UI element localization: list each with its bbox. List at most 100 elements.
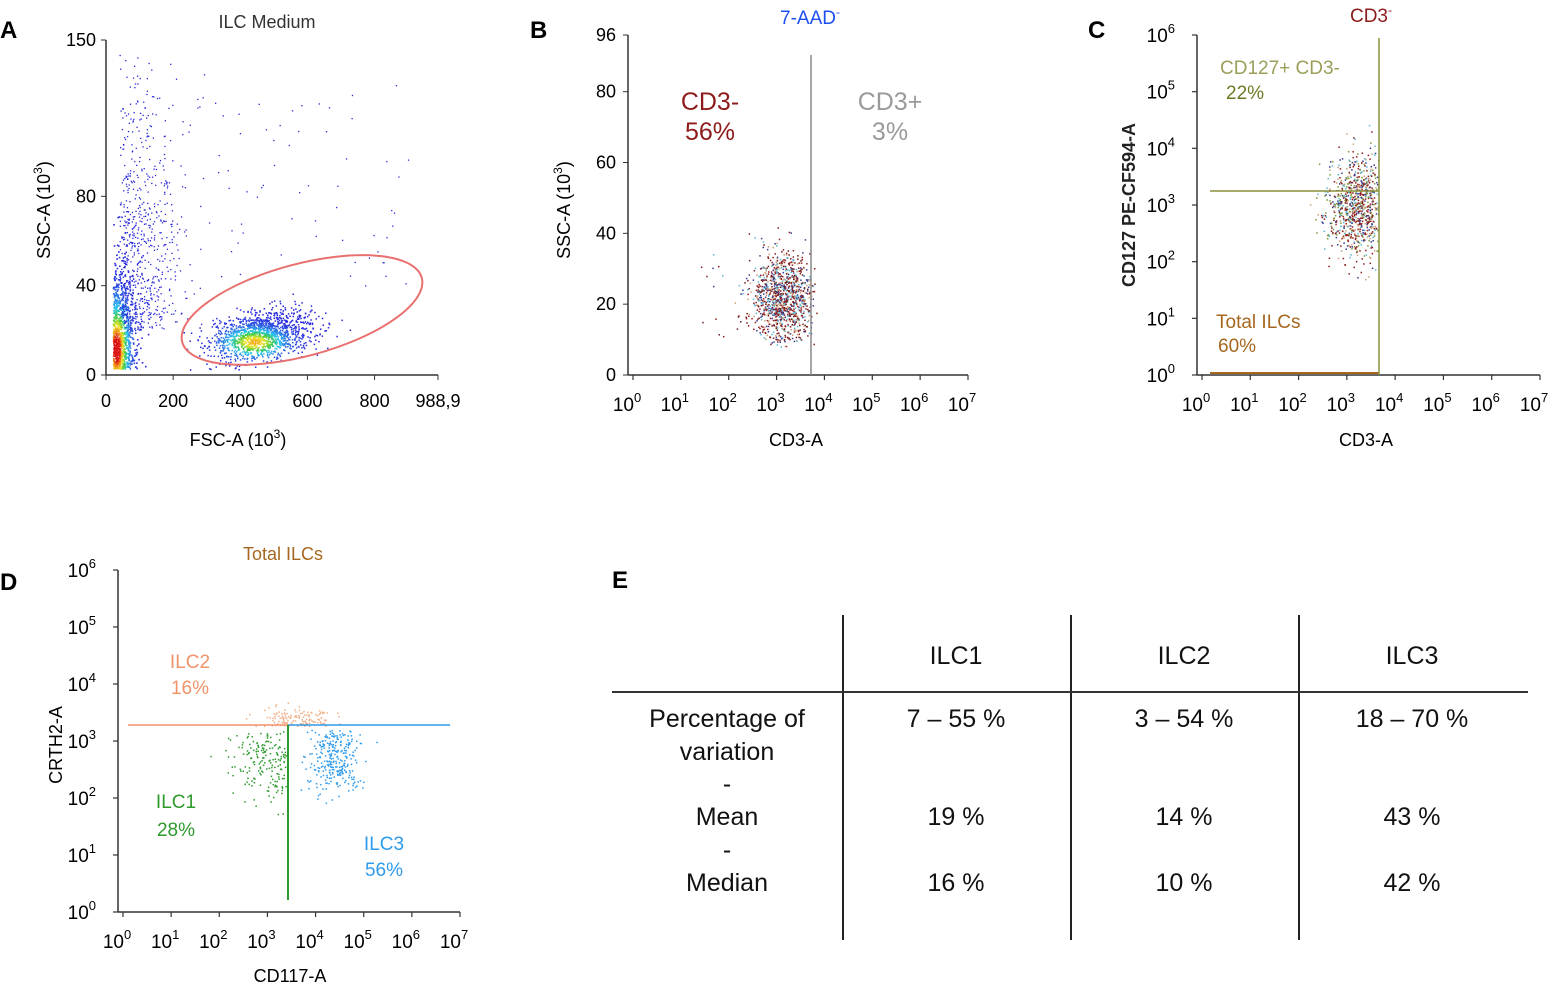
panel-a-event	[128, 282, 130, 284]
panel-a-event	[133, 227, 135, 229]
panel-a-event	[200, 248, 202, 251]
panel-a-event	[151, 326, 153, 328]
panel-b-event	[801, 301, 803, 304]
panel-a-event	[120, 326, 123, 328]
panel-c-event	[1355, 216, 1357, 219]
panel-a-event	[152, 113, 154, 115]
panel-a-event	[124, 265, 126, 268]
panel-b-event	[796, 319, 798, 321]
panel-a-event	[141, 170, 143, 172]
panel-c-event	[1367, 175, 1370, 178]
panel-a-event	[281, 343, 284, 345]
panel-c-event	[1348, 232, 1351, 235]
panel-b-event	[795, 336, 798, 339]
panel-c-event	[1365, 193, 1367, 196]
panel-a-event	[160, 278, 163, 280]
panel-a-event	[117, 336, 119, 338]
panel-c-event	[1352, 212, 1354, 215]
panel-a-event	[240, 354, 243, 356]
panel-a-event	[200, 330, 203, 332]
panel-b-event	[813, 290, 816, 293]
panel-a-event	[214, 102, 217, 104]
panel-a-event	[269, 345, 271, 348]
panel-a-event	[134, 215, 136, 218]
panel-a-event	[253, 331, 256, 334]
panel-a-event	[218, 332, 220, 334]
panel-a-event	[279, 302, 282, 305]
panel-b-event	[780, 292, 782, 295]
panel-a-event	[122, 148, 124, 150]
panel-a-event	[215, 341, 218, 344]
panel-b-event	[793, 327, 796, 330]
panel-a-event	[261, 346, 264, 348]
panel-b-event	[767, 295, 770, 298]
panel-c-event	[1362, 233, 1364, 236]
panel-a-event	[125, 362, 128, 364]
panel-a-event	[114, 321, 117, 324]
panel-c-event	[1340, 225, 1342, 228]
panel-a-event	[245, 324, 248, 326]
panel-a-event	[118, 354, 120, 357]
panel-c-event	[1373, 250, 1376, 252]
panel-a-event	[315, 334, 317, 337]
panel-c-event	[1356, 240, 1358, 242]
panel-b-event	[808, 310, 811, 312]
panel-a-event	[141, 203, 143, 205]
panel-a-event	[214, 334, 216, 337]
panel-b-event	[789, 291, 792, 293]
panel-a-event	[121, 352, 123, 355]
panel-b-event	[774, 253, 776, 255]
panel-c-event	[1369, 203, 1372, 205]
panel-a-event	[211, 337, 214, 340]
panel-b-event	[781, 298, 783, 300]
panel-a-event	[147, 287, 149, 289]
panel-c-event	[1346, 133, 1348, 135]
panel-a-event	[121, 309, 123, 311]
panel-b-event	[757, 304, 759, 307]
panel-b-event	[781, 292, 784, 294]
panel-a-event	[260, 325, 263, 327]
panel-c-event	[1363, 170, 1365, 172]
panel-a-event	[260, 326, 263, 328]
panel-c-event	[1366, 210, 1368, 212]
panel-a-event	[249, 348, 251, 350]
panel-a-event	[115, 321, 118, 324]
panel-b-event	[791, 292, 794, 295]
panel-a-event	[214, 322, 216, 325]
panel-a-event	[218, 342, 220, 344]
panel-c-event	[1362, 209, 1364, 211]
panel-b-event	[791, 309, 794, 312]
panel-c-event	[1374, 145, 1376, 148]
panel-a-event	[271, 322, 273, 325]
panel-a-event	[258, 354, 260, 357]
panel-a-event	[299, 315, 302, 317]
panel-a-event	[129, 317, 131, 319]
panel-a-event	[277, 345, 280, 348]
panel-a-event	[131, 182, 133, 184]
panel-a-event	[127, 334, 130, 337]
panel-a-event	[284, 345, 287, 348]
panel-a-event	[127, 299, 129, 301]
panel-a-event	[242, 328, 245, 331]
panel-c-event	[1360, 204, 1363, 207]
panel-a-event	[386, 237, 388, 239]
panel-c-event	[1357, 245, 1360, 247]
panel-a-event	[144, 280, 146, 283]
panel-a-event	[121, 326, 124, 329]
panel-a-event	[302, 333, 304, 336]
panel-a-event	[279, 343, 281, 346]
panel-a-event	[315, 235, 317, 238]
panel-c-event	[1343, 225, 1345, 227]
panel-a-event	[142, 307, 145, 310]
panel-b-event	[762, 302, 764, 304]
panel-c-event	[1343, 227, 1345, 229]
panel-a-event	[296, 321, 299, 323]
panel-b-event	[783, 289, 785, 292]
panel-a-event	[124, 275, 127, 278]
panel-b-event	[773, 280, 775, 282]
panel-a-event	[241, 326, 243, 329]
panel-a-event	[113, 224, 115, 226]
panel-a-event	[161, 273, 163, 276]
panel-a-event	[146, 117, 148, 119]
panel-a-event	[124, 368, 127, 370]
